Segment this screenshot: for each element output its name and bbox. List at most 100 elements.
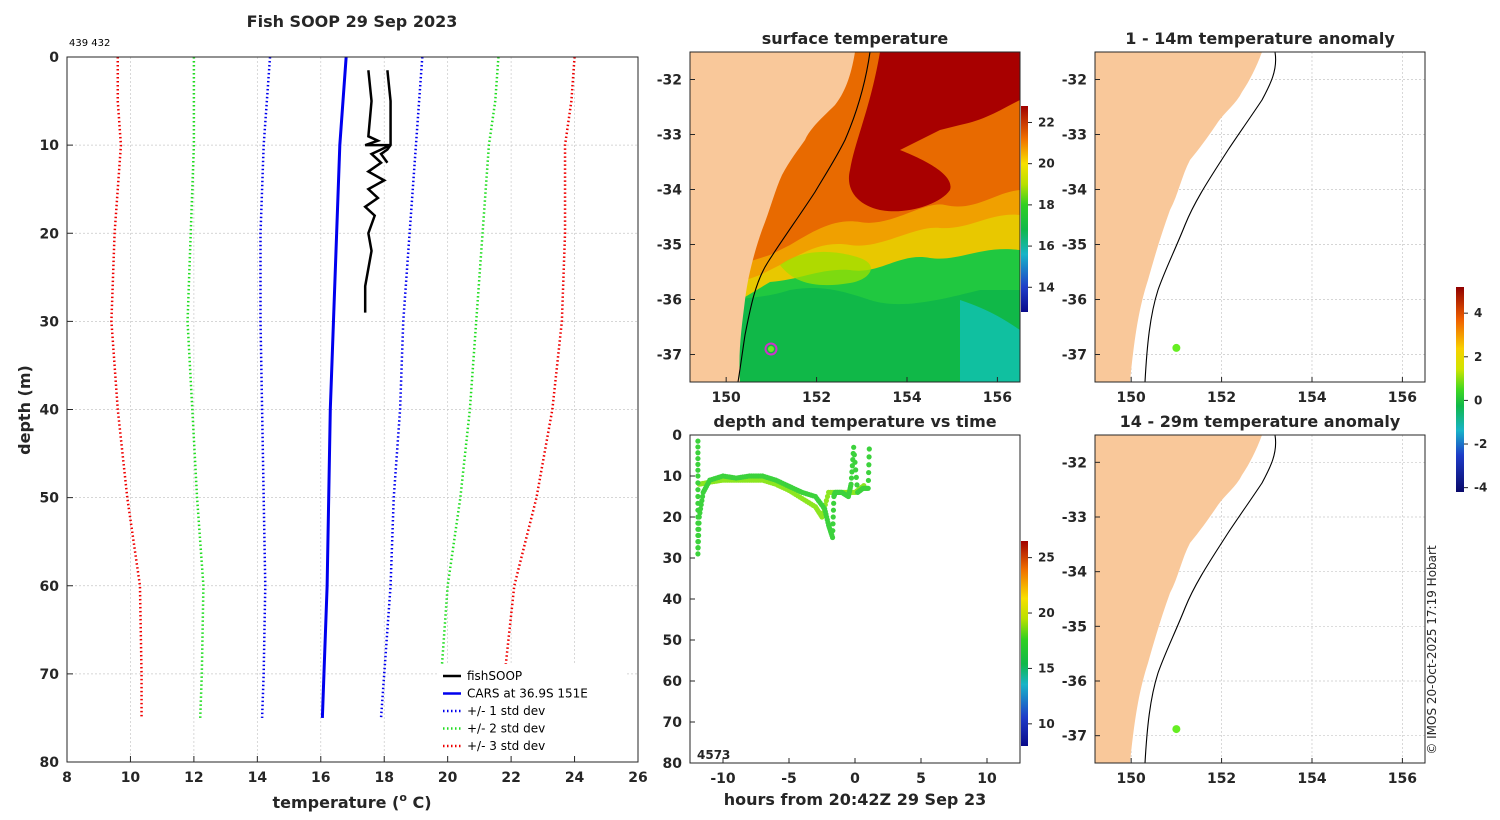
profile-xtick-label-9: 26 [628,770,647,786]
sst-ytick-label-4: -36 [657,293,682,309]
ts-track-point-4-1 [697,510,703,516]
ts-track-point-0-4 [695,461,701,467]
ts-track-point-3-4 [696,526,702,532]
profile-obs-line-2 [379,70,392,164]
ts-ytick-label-3: 30 [663,551,683,567]
sst-colorbar-ticks: 14 16 18 20 22 [1028,115,1055,294]
profile-series-line-2 [379,56,424,719]
profile-ylabel: depth (m) [15,365,34,455]
ts-track-point-22-1 [848,475,855,481]
ts-track-point-0-1 [695,444,701,450]
anom1-ytick-label-3: -35 [1062,238,1087,254]
profile-series-line-3 [186,57,205,718]
ts-ytick-label-5: 50 [663,633,683,649]
profile-xlabel: temperature (o C) [272,791,431,812]
sst-land [690,52,855,382]
ts-track-point-23-0 [851,444,857,450]
ts-track-point-4-4 [699,498,705,504]
anom1-land [1095,52,1262,382]
profile-obs-line [363,70,392,313]
anom2-title: 14 - 29m temperature anomaly [1120,412,1401,431]
ts-xtick-label-0: -10 [710,771,736,787]
ts-track-point-0-2 [695,450,701,456]
profile-ytick-label-1: 10 [40,138,60,154]
timeseries-colorbar [1021,541,1028,746]
ts-ytick-label-6: 60 [663,674,683,690]
ts-track-point-0-3 [695,455,701,462]
anom1-ytick-label-0: -32 [1062,73,1087,89]
sst-colorbar [1021,106,1028,312]
ts-ytick-label-2: 20 [663,510,683,526]
ts-track-point-0-0 [695,438,701,444]
profile-ytick-label-4: 40 [40,403,60,419]
ts-xtick-label-3: 5 [916,771,926,787]
ts-track-point-17-5 [831,500,837,506]
profile-xtick-label-4: 16 [311,770,330,786]
anom1-panel: 1 - 14m temperature anomaly 150 152 154 156… [1062,29,1426,406]
anomaly-cb-tick-label-0: -4 [1474,481,1487,495]
sst-ticks: 150 152 154 156 -32 -33 -34 -35 -36 -37 [657,73,1012,407]
anom1-xtick-label-0: 150 [1117,390,1146,406]
profile-xtick-label-0: 8 [62,770,72,786]
legend-label-4: +/- 3 std dev [467,739,545,753]
sst-ytick-label-2: -34 [657,183,683,199]
anom1-ytick-label-2: -34 [1062,183,1088,199]
profile-series-line-6 [500,56,576,719]
sst-ytick-label-1: -33 [657,128,682,144]
sst-cb-tick-label-1: 16 [1038,239,1055,253]
ts-track-point-4-3 [698,502,704,508]
ts-track-point-3-3 [695,532,702,539]
sst-isobath [737,52,871,382]
sst-cyan-patch [960,300,1020,382]
sst-image [690,52,1020,382]
anomaly-cb-tick-label-3: 2 [1474,350,1482,364]
ts-track-point-1-0 [695,473,701,479]
profile-xtick-label-7: 22 [501,770,520,786]
profile-x-ticks: 8 10 12 14 16 18 20 22 24 26 [62,756,648,786]
ts-track-point-26-4 [866,454,872,460]
ts-xtick-label-2: 0 [850,771,860,787]
timeseries-ticks: -10 -5 0 5 10 0 10 20 30 40 50 60 70 80 [663,428,997,787]
sst-title: surface temperature [762,29,949,48]
profile-xtick-label-8: 24 [565,770,585,786]
anom1-title: 1 - 14m temperature anomaly [1125,29,1395,48]
profile-ytick-label-3: 30 [40,314,60,330]
profile-xtick-label-6: 20 [438,770,458,786]
ts-track-point-26-1 [865,477,872,484]
ts-cb-tick-label-0: 10 [1038,717,1055,731]
anom1-xtick-label-1: 152 [1207,390,1236,406]
ts-track-point-3-0 [695,551,701,557]
anom2-ytick-label-3: -35 [1062,619,1087,635]
profile-ytick-label-7: 70 [40,667,60,683]
profile-y-ticks: 0 10 20 30 40 50 60 70 80 [40,50,73,771]
profile-title: Fish SOOP 29 Sep 2023 [247,12,458,31]
profile-ytick-label-6: 60 [40,579,60,595]
ts-track-point-1-3 [695,493,701,500]
profile-series-line-4 [438,56,500,718]
anom1-ytick-label-5: -37 [1062,348,1087,364]
ts-track-point-3-1 [695,545,701,551]
profile-xtick-label-1: 10 [121,770,141,786]
sst-south-green [690,288,1020,382]
anom2-panel: 14 - 29m temperature anomaly 150 152 154 15… [1062,412,1426,787]
ts-ytick-label-7: 70 [663,715,683,731]
ts-track-point-17-1 [830,528,836,534]
ts-track-point-4-5 [699,493,706,500]
profile-observation [363,70,392,313]
anom1-map [1095,52,1277,382]
ts-track-point-26-5 [866,446,872,452]
ts-track-point-23-5 [854,482,860,488]
anom2-xtick-label-3: 156 [1388,771,1417,787]
sst-front [780,251,871,286]
sst-ytick-label-3: -35 [657,238,682,254]
anomaly-colorbar [1456,287,1464,492]
anom1-xtick-label-2: 154 [1297,390,1326,406]
ts-track-point-1-1 [695,480,701,486]
anom2-ytick-label-1: -33 [1062,510,1087,526]
profile-legend: fishSOOP CARS at 36.9S 151E +/- 1 std dev +… [437,664,627,756]
anom1-xtick-label-3: 156 [1388,390,1417,406]
sst-xtick-label-3: 156 [983,390,1012,406]
sst-panel: surface temperature 150 152 154 156 -32 -33 -3… [657,29,1055,406]
ts-track2-point-10-0 [819,514,825,520]
